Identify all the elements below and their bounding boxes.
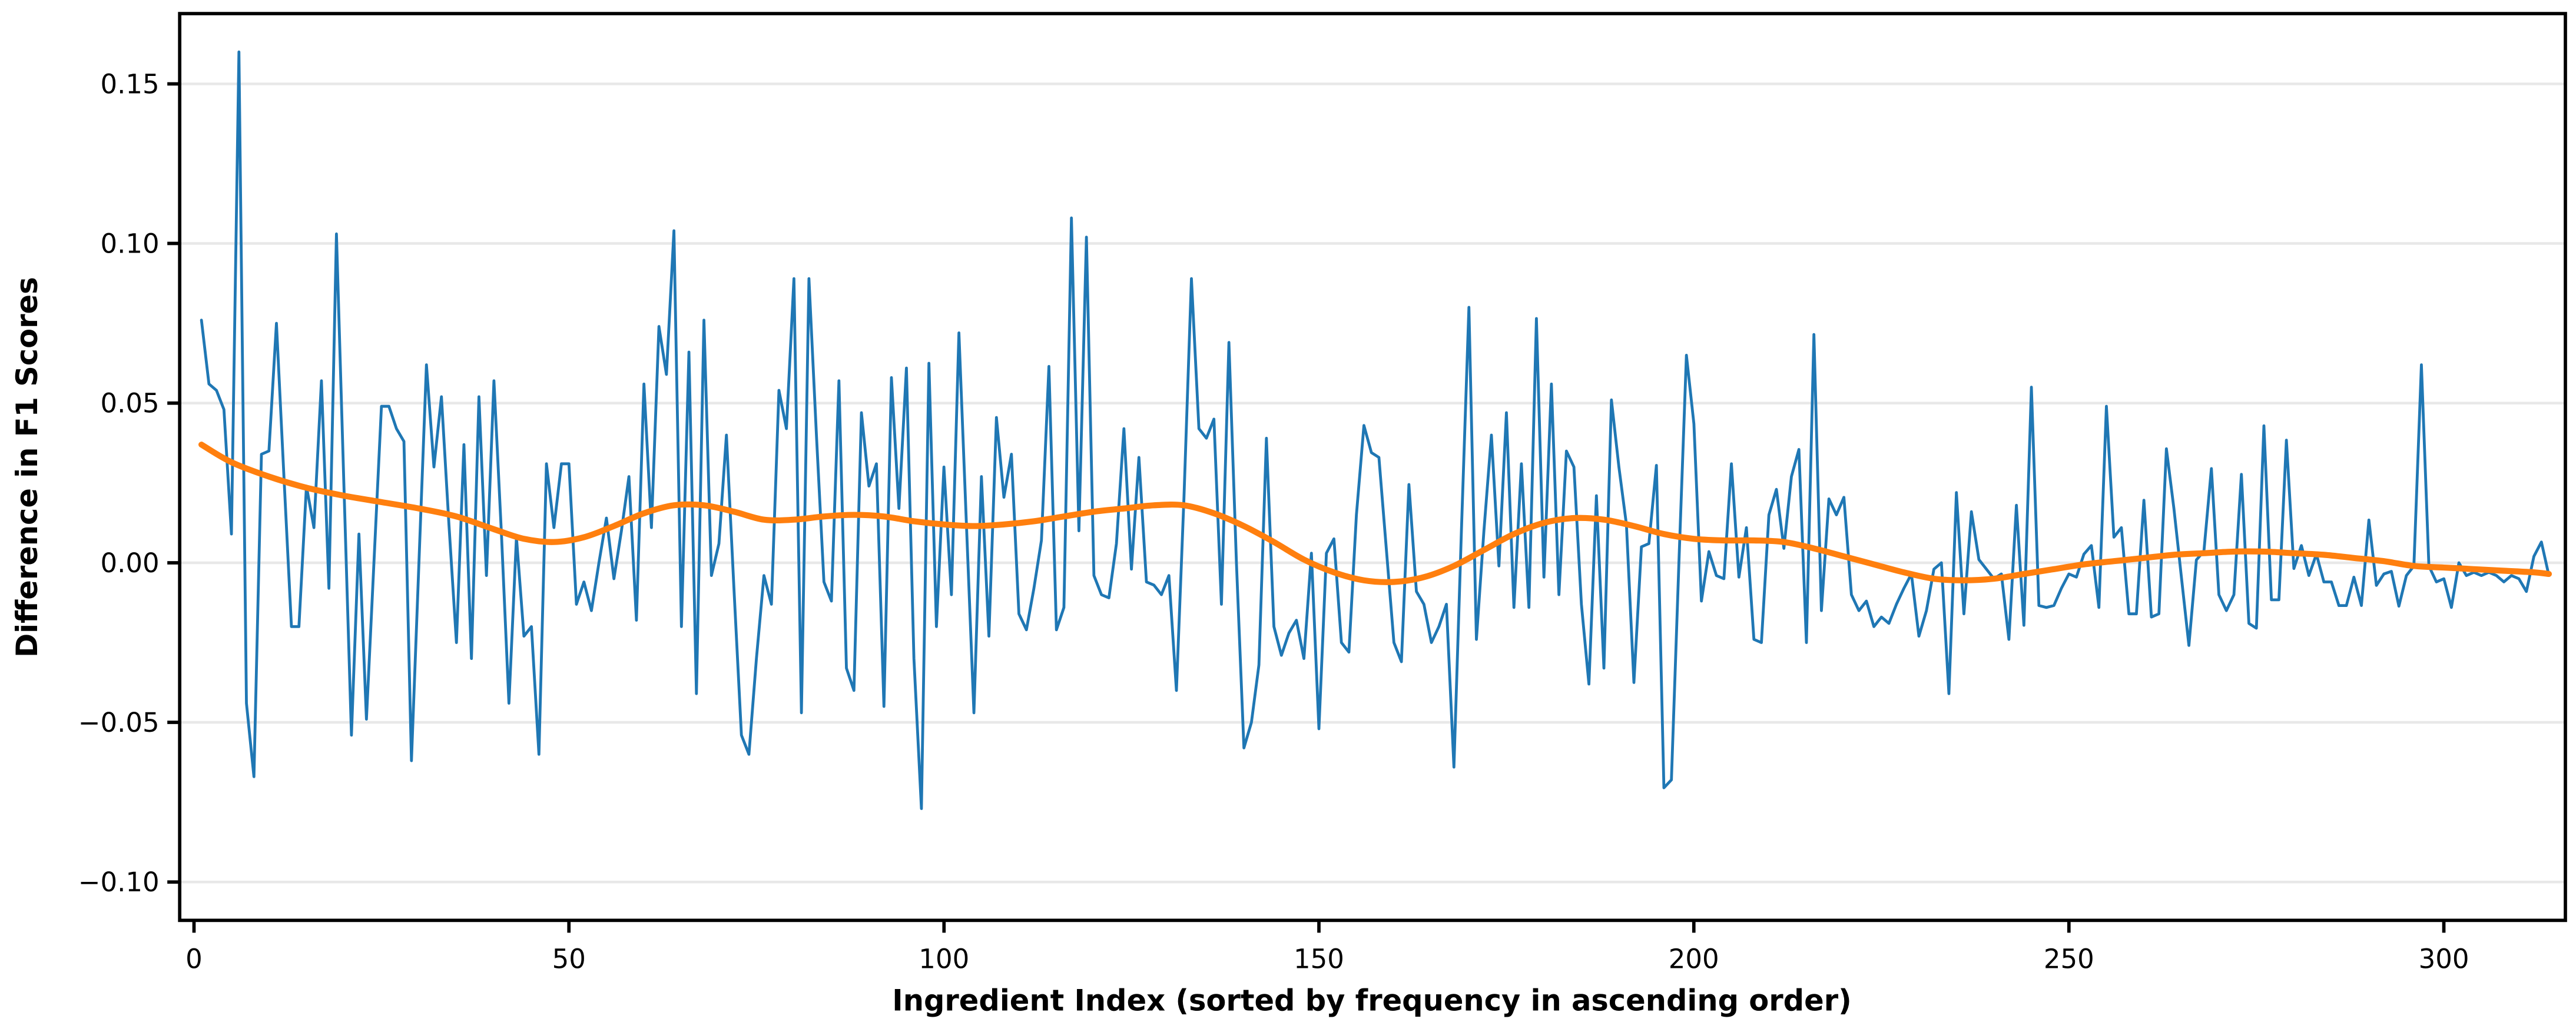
gridlines-layer [180, 82, 2565, 884]
plot-frame [178, 12, 2567, 923]
x-tick-label: 200 [1669, 943, 1719, 974]
y-tick-label: 0.05 [100, 388, 159, 419]
y-tick-label: −0.05 [78, 707, 160, 738]
x-tick-label: 250 [2044, 943, 2094, 974]
raw-series-line [200, 50, 2551, 810]
smoothed-series-line [198, 442, 2552, 585]
y-tick-label: 0.10 [100, 228, 159, 259]
x-tick-label: 50 [552, 943, 586, 974]
y-axis-label: Difference in F1 Scores [10, 277, 44, 657]
y-tick-label: 0.00 [100, 547, 159, 579]
x-tick-label: 150 [1294, 943, 1344, 974]
x-tick-label: 100 [919, 943, 969, 974]
series-layer [198, 50, 2552, 810]
y-tick-label: −0.10 [78, 867, 160, 898]
x-axis-label: Ingredient Index (sorted by frequency in… [892, 983, 1851, 1017]
x-tick-label: 0 [185, 943, 203, 974]
tick-labels-layer: 0.15 0.10 0.05 0.00 −0.05 −0.10 0 50 100 150 200 25… [78, 68, 2469, 974]
axes-layer [167, 12, 2567, 933]
x-tick-label: 300 [2419, 943, 2469, 974]
y-tick-label: 0.15 [100, 68, 159, 99]
